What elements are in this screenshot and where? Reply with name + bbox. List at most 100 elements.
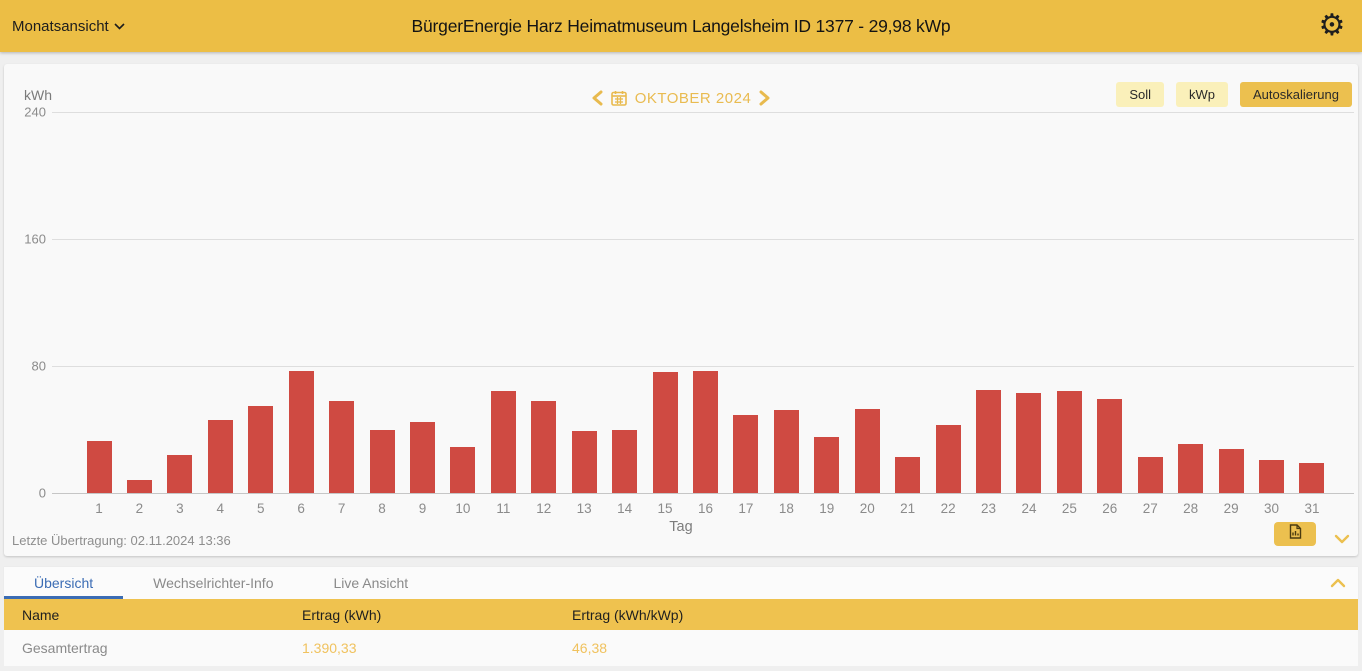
x-tick-label: 21 bbox=[900, 501, 916, 516]
x-tick-label: 17 bbox=[738, 501, 754, 516]
x-tick-label: 3 bbox=[176, 501, 184, 516]
bar-day-15[interactable] bbox=[652, 372, 678, 493]
table-cell: 46,38 bbox=[572, 640, 608, 656]
result-table: Name Ertrag (kWh) Ertrag (kWh/kWp) Gesamte… bbox=[4, 599, 1358, 667]
gridline-160 bbox=[52, 239, 1354, 240]
x-tick-label: 8 bbox=[378, 501, 386, 516]
bar-day-13[interactable] bbox=[571, 431, 597, 493]
autoscale-button[interactable]: Autoskalierung bbox=[1240, 82, 1352, 107]
table-row: Gesamtertrag 1.390,33 46,38 bbox=[4, 630, 1358, 667]
bar-day-26[interactable] bbox=[1097, 399, 1123, 493]
bar-day-19[interactable] bbox=[814, 437, 840, 493]
bar-day-20[interactable] bbox=[854, 408, 880, 493]
bar-day-21[interactable] bbox=[895, 456, 921, 493]
x-tick-label: 31 bbox=[1304, 501, 1320, 516]
bar-day-6[interactable] bbox=[288, 370, 314, 493]
x-tick-label: 25 bbox=[1061, 501, 1077, 516]
bar-day-27[interactable] bbox=[1137, 456, 1163, 493]
x-tick-label: 4 bbox=[216, 501, 225, 516]
x-tick-label: 2 bbox=[135, 501, 144, 516]
y-tick-label: 160 bbox=[24, 231, 46, 247]
x-tick-label: 20 bbox=[859, 501, 875, 516]
calendar-icon[interactable] bbox=[610, 90, 627, 106]
column-header: Ertrag (kWh) bbox=[302, 606, 382, 623]
bar-day-9[interactable] bbox=[409, 421, 435, 493]
chevron-down-icon bbox=[114, 22, 125, 30]
y-axis-unit-label: kWh bbox=[24, 87, 52, 103]
bar-day-2[interactable] bbox=[126, 480, 152, 493]
next-month-icon[interactable] bbox=[759, 90, 771, 106]
x-tick-label: 7 bbox=[337, 501, 346, 516]
gridline-0 bbox=[52, 493, 1354, 494]
x-tick-label: 1 bbox=[95, 501, 103, 516]
bar-day-24[interactable] bbox=[1016, 393, 1042, 493]
bar-day-25[interactable] bbox=[1056, 391, 1082, 493]
x-tick-label: 23 bbox=[981, 501, 997, 516]
bar-day-28[interactable] bbox=[1178, 443, 1204, 493]
bar-day-18[interactable] bbox=[773, 410, 799, 493]
bar-day-7[interactable] bbox=[329, 400, 355, 493]
bar-day-31[interactable] bbox=[1299, 462, 1325, 493]
bar-day-12[interactable] bbox=[531, 400, 557, 493]
x-tick-label: 13 bbox=[576, 501, 592, 516]
period-navigation: OKTOBER 2024 bbox=[4, 86, 1358, 110]
x-tick-label: 18 bbox=[778, 501, 794, 516]
tab-wechselrichter-info[interactable]: Wechselrichter-Info bbox=[153, 575, 274, 591]
bar-day-4[interactable] bbox=[207, 419, 233, 493]
x-tick-label: 10 bbox=[455, 501, 471, 516]
bar-day-16[interactable] bbox=[692, 370, 718, 493]
bar-day-22[interactable] bbox=[935, 424, 961, 493]
chart-collapse-chevron-icon[interactable] bbox=[1334, 534, 1350, 544]
x-tick-label: 11 bbox=[496, 501, 511, 516]
chart-panel: kWh OKTOBER 2024 Soll kWp Autoskalierung bbox=[4, 64, 1358, 556]
soll-button[interactable]: Soll bbox=[1116, 82, 1164, 107]
x-tick-label: 24 bbox=[1021, 501, 1037, 516]
x-tick-label: 5 bbox=[256, 501, 265, 516]
x-tick-label: 27 bbox=[1142, 501, 1158, 516]
period-label[interactable]: OKTOBER 2024 bbox=[634, 89, 752, 107]
x-tick-label: 14 bbox=[617, 501, 633, 516]
tabs: Übersicht Wechselrichter-Info Live Ansicht bbox=[4, 567, 438, 599]
bar-day-14[interactable] bbox=[612, 429, 638, 493]
tab-bar: Übersicht Wechselrichter-Info Live Ansicht bbox=[4, 566, 1358, 599]
x-tick-label: 26 bbox=[1102, 501, 1118, 516]
bar-day-3[interactable] bbox=[167, 454, 193, 493]
app-topbar: Monatsansicht BürgerEnergie Harz Heimatm… bbox=[0, 0, 1362, 52]
export-data-button[interactable] bbox=[1274, 522, 1316, 546]
page-title: BürgerEnergie Harz Heimatmuseum Langelsh… bbox=[411, 15, 951, 36]
bar-day-8[interactable] bbox=[369, 429, 395, 493]
column-header: Name bbox=[22, 606, 60, 623]
last-transmission-text: Letzte Übertragung: 02.11.2024 13:36 bbox=[12, 533, 231, 548]
y-tick-label: 240 bbox=[24, 104, 46, 120]
x-tick-label: 29 bbox=[1223, 501, 1239, 516]
table-collapse-chevron-icon[interactable] bbox=[1330, 567, 1358, 599]
kwp-button[interactable]: kWp bbox=[1176, 82, 1228, 107]
previous-month-icon[interactable] bbox=[591, 90, 603, 106]
x-tick-label: 30 bbox=[1264, 501, 1280, 516]
y-tick-label: 0 bbox=[38, 485, 46, 501]
gridline-240 bbox=[52, 112, 1354, 113]
table-cell: 1.390,33 bbox=[302, 640, 357, 656]
x-tick-label: 12 bbox=[536, 501, 552, 516]
bar-day-30[interactable] bbox=[1259, 459, 1285, 493]
x-tick-label: 19 bbox=[819, 501, 835, 516]
bar-day-1[interactable] bbox=[86, 440, 112, 493]
bar-day-5[interactable] bbox=[248, 405, 274, 493]
x-tick-label: 22 bbox=[940, 501, 956, 516]
export-file-icon bbox=[1289, 524, 1302, 544]
tab--bersicht[interactable]: Übersicht bbox=[4, 567, 124, 599]
table-body: Gesamtertrag 1.390,33 46,38 bbox=[4, 630, 1358, 667]
bar-day-23[interactable] bbox=[976, 389, 1002, 493]
y-tick-label: 80 bbox=[31, 358, 46, 374]
bar-day-17[interactable] bbox=[733, 415, 759, 493]
tab-live-ansicht[interactable]: Live Ansicht bbox=[333, 575, 409, 591]
view-mode-dropdown[interactable]: Monatsansicht bbox=[6, 0, 131, 52]
view-mode-label: Monatsansicht bbox=[12, 17, 109, 35]
column-header: Ertrag (kWh/kWp) bbox=[572, 606, 684, 623]
bar-day-29[interactable] bbox=[1218, 448, 1244, 493]
gear-icon[interactable]: ⚙ bbox=[1318, 9, 1346, 42]
bar-day-11[interactable] bbox=[490, 391, 516, 493]
bar-day-10[interactable] bbox=[450, 446, 476, 493]
scale-buttons: Soll kWp Autoskalierung bbox=[1116, 82, 1352, 107]
x-tick-label: 16 bbox=[697, 501, 713, 516]
